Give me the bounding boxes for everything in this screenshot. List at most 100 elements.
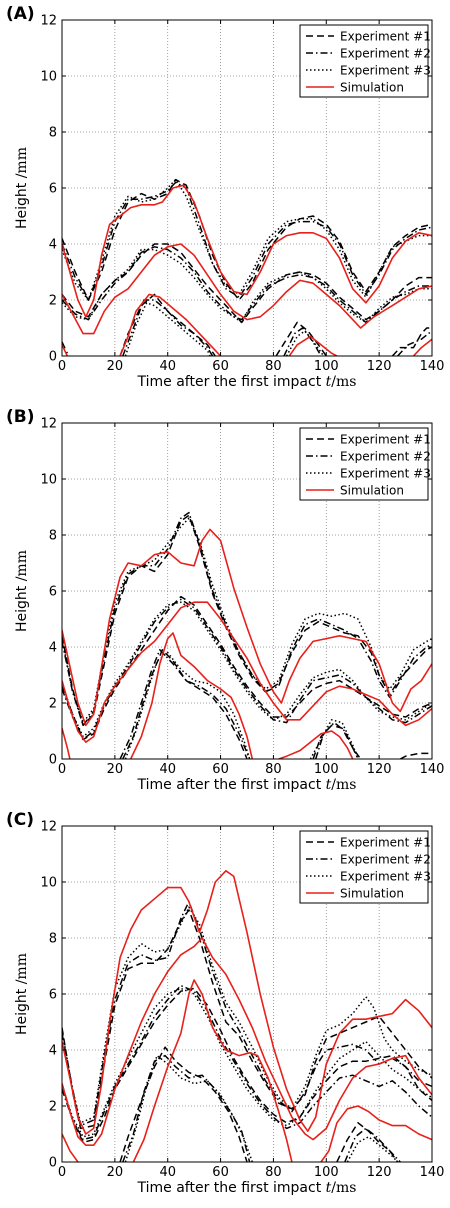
series-line	[62, 984, 432, 1141]
line-chart-a: 0 20 40 60 80 100 120 140 0 2 4 6 8 10 12 Time after th…	[14, 14, 444, 391]
legend: Experiment #1 Experiment #2 Experiment #3 S…	[299, 830, 431, 904]
series-line	[62, 528, 432, 727]
y-tick-label: 12	[40, 14, 57, 29]
y-tick-label: 2	[49, 294, 57, 309]
series-simulation	[62, 528, 432, 759]
x-tick-label: 100	[314, 762, 339, 777]
y-tick-label: 0	[49, 1156, 57, 1171]
x-tick-label: 140	[420, 1165, 445, 1180]
series-line	[119, 649, 251, 759]
y-tick-label: 8	[49, 529, 57, 544]
y-tick-label: 8	[49, 932, 57, 947]
x-tick-label: 80	[265, 762, 282, 777]
series-line	[62, 601, 432, 738]
y-tick-label: 0	[49, 753, 57, 768]
panel-label: (C)	[6, 810, 35, 830]
series-experiment-2	[62, 511, 432, 759]
legend-box	[299, 24, 429, 98]
x-tick-label: 100	[314, 359, 339, 374]
series-line	[62, 900, 432, 1127]
y-tick-label: 6	[49, 585, 57, 600]
chart-panel-b: (B) 0 20 40 60 80 100 120 140 0 2 4 6 8 10 12 Time afte…	[0, 403, 450, 805]
series-line	[320, 1105, 432, 1162]
series-line	[275, 321, 327, 356]
y-tick-label: 6	[49, 988, 57, 1003]
x-tick-label: 80	[265, 1165, 282, 1180]
line-chart-c: 0 20 40 60 80 100 120 140 0 2 4 6 8 10 12 Time after th…	[14, 820, 445, 1197]
x-tick-label: 60	[212, 762, 229, 777]
legend-label: Simulation	[340, 484, 404, 498]
y-axis-label: Height /mm	[14, 550, 30, 632]
series-experiment-1	[62, 178, 432, 356]
x-axis-label: Time after the first impact t/ms	[137, 374, 357, 390]
x-tick-label: 40	[159, 1165, 176, 1180]
panel-label: (A)	[6, 4, 35, 24]
series-line	[122, 1054, 251, 1162]
series-line	[62, 514, 432, 727]
series-line	[62, 909, 432, 1130]
legend-label: Experiment #3	[340, 64, 431, 78]
legend-label: Experiment #3	[340, 467, 431, 481]
panel-label: (B)	[6, 407, 35, 427]
x-tick-label: 60	[212, 1165, 229, 1180]
y-tick-label: 4	[49, 641, 57, 656]
series-experiment-2	[62, 181, 432, 356]
series-line	[119, 1046, 248, 1162]
series-line	[288, 335, 338, 356]
series-experiment-2	[62, 900, 432, 1162]
series-line	[62, 243, 432, 335]
series-line	[346, 1136, 399, 1162]
series-line	[399, 752, 432, 759]
y-tick-label: 0	[49, 350, 57, 365]
series-line	[278, 730, 354, 759]
x-tick-label: 60	[212, 359, 229, 374]
series-line	[412, 338, 432, 356]
y-tick-label: 8	[49, 126, 57, 141]
series-line	[129, 632, 254, 759]
series-line	[124, 302, 211, 356]
x-tick-label: 20	[107, 359, 124, 374]
series-line	[62, 987, 432, 1144]
x-tick-label: 40	[159, 762, 176, 777]
series-simulation	[62, 184, 432, 356]
series-line	[124, 1054, 254, 1162]
x-tick-label: 0	[58, 1165, 66, 1180]
series-line	[283, 327, 322, 356]
series-line	[62, 178, 432, 301]
y-axis-label: Height /mm	[14, 953, 30, 1035]
x-tick-label: 20	[107, 1165, 124, 1180]
series-line	[62, 511, 432, 727]
x-tick-label: 120	[367, 762, 392, 777]
series-line	[62, 178, 432, 301]
legend: Experiment #1 Experiment #2 Experiment #3 S…	[299, 427, 431, 501]
y-tick-label: 4	[49, 1044, 57, 1059]
line-chart-b: 0 20 40 60 80 100 120 140 0 2 4 6 8 10 12 Time after th…	[14, 417, 444, 794]
series-line	[62, 181, 432, 301]
legend-box	[299, 427, 429, 501]
series-line	[62, 727, 71, 759]
series-line	[119, 293, 222, 356]
series-experiment-1	[62, 909, 432, 1162]
series-line	[62, 243, 432, 324]
series-line	[62, 987, 432, 1138]
y-axis-label: Height /mm	[14, 147, 30, 229]
legend-label: Experiment #1	[340, 836, 431, 850]
x-tick-label: 40	[159, 359, 176, 374]
legend-label: Simulation	[340, 887, 404, 901]
x-tick-label: 0	[58, 359, 66, 374]
series-line	[62, 1133, 79, 1162]
x-tick-label: 100	[314, 1165, 339, 1180]
series-line	[62, 517, 432, 724]
x-axis-label: Time after the first impact t/ms	[137, 777, 357, 793]
x-tick-label: 120	[367, 1165, 392, 1180]
series-line	[132, 979, 293, 1162]
series-line	[62, 937, 432, 1146]
legend-label: Experiment #2	[340, 47, 431, 61]
series-experiment-1	[62, 514, 432, 759]
series-line	[336, 1122, 399, 1162]
series-line	[122, 299, 214, 356]
legend-label: Simulation	[340, 81, 404, 95]
series-line	[62, 341, 68, 354]
series-line	[391, 327, 432, 356]
series-experiment-3	[62, 178, 432, 356]
